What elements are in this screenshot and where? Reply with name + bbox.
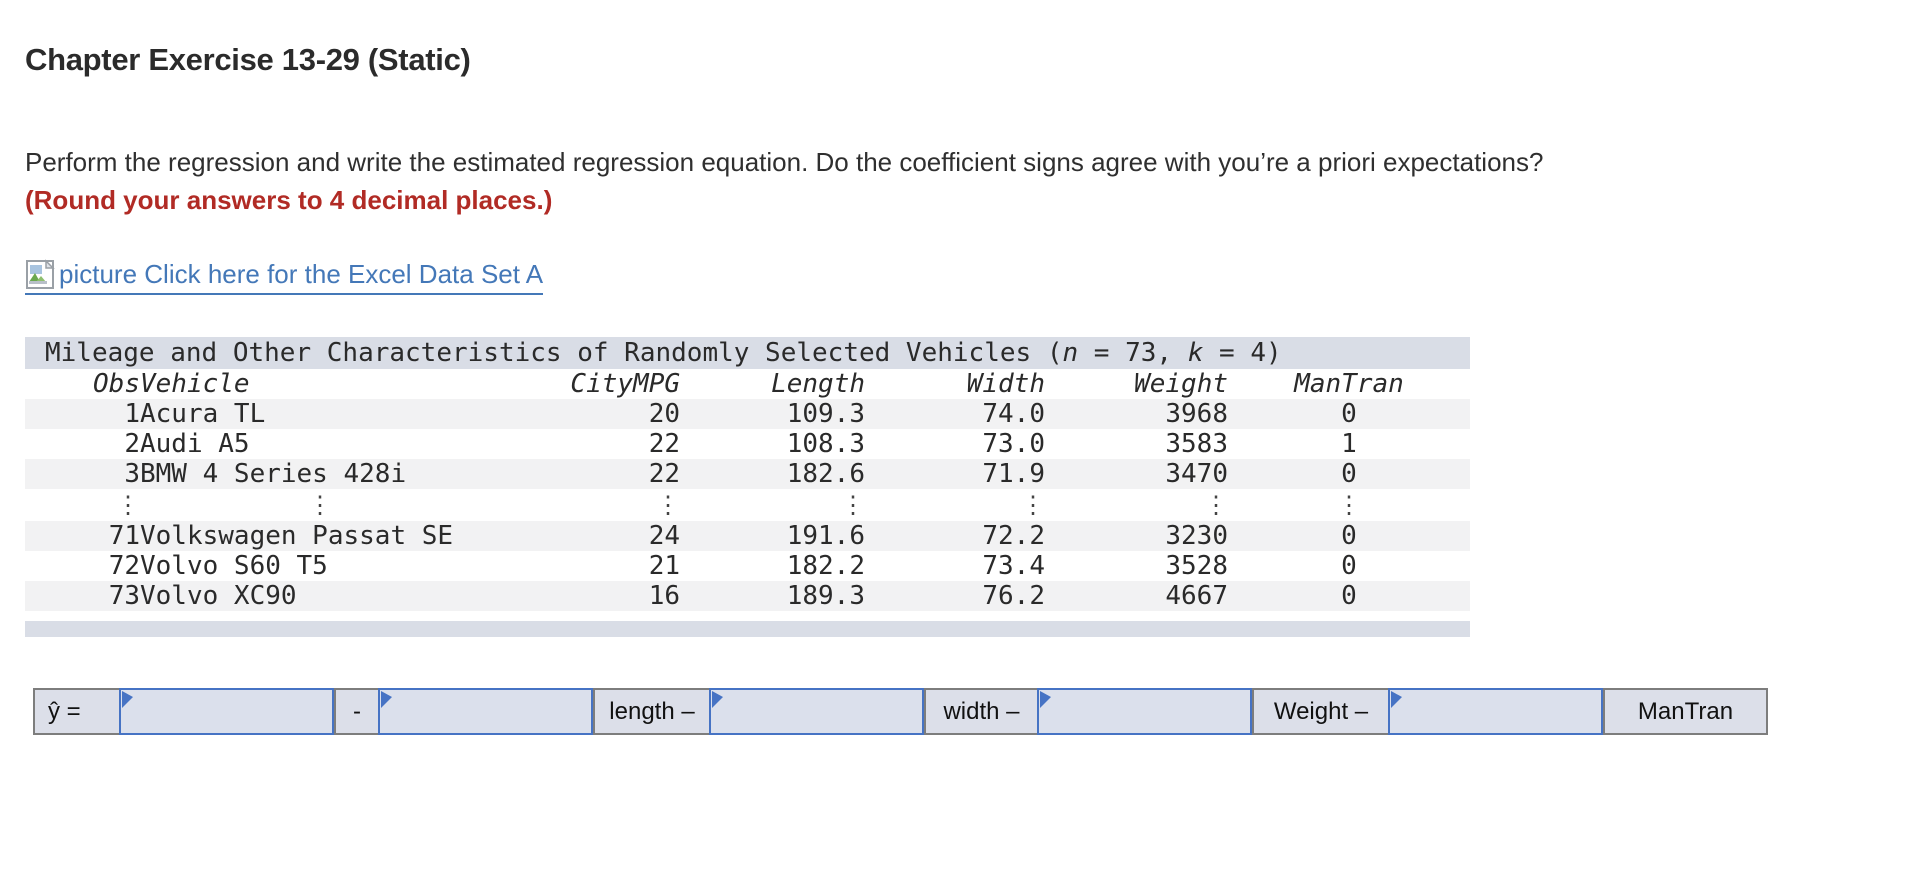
cell-weight: 3470 [1045,459,1228,489]
mantran-coefficient-input[interactable] [1390,690,1601,733]
table-row: 1 Acura TL 20 109.3 74.0 3968 0 [25,399,1470,429]
weight-coefficient-input[interactable] [1039,690,1250,733]
cell-length: 108.3 [786,429,865,459]
equation-lhs-label: ŷ = [33,688,121,735]
col-header-weight: Weight [1134,369,1228,399]
width-term-label: width – [924,688,1039,735]
weight-term-label: Weight – [1252,688,1390,735]
cell-mantran: 1 [1341,429,1357,459]
cell-citympg: 16 [500,581,680,611]
vehicles-data-table: Mileage and Other Characteristics of Ran… [25,337,1470,637]
cell-width: 76.2 [865,581,1045,611]
cell-mantran: 0 [1228,521,1470,551]
cell-vehicle: Volvo XC90 [140,581,500,611]
cell-vehicle: Audi A5 [140,429,250,459]
width-coefficient-input[interactable] [711,690,922,733]
ellipsis-row: ⋮ ⋮ ⋮ ⋮ ⋮ ⋮ ⋮ [25,489,1470,521]
cell-weight: 4667 [1045,581,1228,611]
cell-obs: 3 [25,459,140,489]
width-coefficient-input-cell [709,688,924,735]
excel-link-label: picture Click here for the Excel Data Se… [59,259,544,289]
cell-obs: 72 [108,551,140,581]
cell-width: 73.4 [982,551,1045,581]
cell-length: 109.3 [680,399,865,429]
mantran-term-label: ManTran [1603,688,1768,735]
cell-citympg: 20 [500,399,680,429]
cell-mantran: 0 [1228,581,1470,611]
regression-equation-row: ŷ = - length – width – Weight – ManTran [33,688,1768,735]
cell-citympg: 24 [500,521,680,551]
table-row: 72 Volvo S60 T5 21 182.2 73.4 3528 0 [25,551,1470,581]
col-header-mantran: ManTran [1294,369,1404,399]
table-row: 2 Audi A5 22 108.3 73.0 3583 1 [25,429,1470,459]
cell-obs: 2 [124,429,140,459]
cell-weight: 3583 [1165,429,1228,459]
col-header-citympg: CityMPG [570,369,680,399]
ellipsis: ⋮ [1337,491,1361,519]
page-title: Chapter Exercise 13-29 (Static) [25,42,471,77]
table-header-row: Obs Vehicle CityMPG Length Width Weight … [25,369,1470,399]
cell-citympg: 22 [648,429,680,459]
table-row: 71 Volkswagen Passat SE 24 191.6 72.2 32… [25,521,1470,551]
cell-obs: 71 [25,521,140,551]
cell-weight: 3230 [1045,521,1228,551]
cell-length: 182.2 [786,551,865,581]
mantran-coefficient-input-cell [1388,688,1603,735]
cell-obs: 1 [25,399,140,429]
cell-mantran: 0 [1228,459,1470,489]
table-row: 3 BMW 4 Series 428i 22 182.6 71.9 3470 0 [25,459,1470,489]
intercept-input-cell [119,688,334,735]
col-header-width: Width [966,369,1045,399]
table-title-bar: Mileage and Other Characteristics of Ran… [25,337,1470,369]
cell-length: 191.6 [680,521,865,551]
cell-length: 182.6 [680,459,865,489]
col-header-length: Length [771,369,865,399]
broken-image-icon [25,258,57,290]
table-row: 73 Volvo XC90 16 189.3 76.2 4667 0 [25,581,1470,611]
cell-citympg: 21 [648,551,680,581]
table-footer-bar [25,621,1470,637]
minus-operator-label: - [334,688,380,735]
weight-coefficient-input-cell [1037,688,1252,735]
question-text: Perform the regression and write the est… [25,147,1544,177]
ellipsis: ⋮ [116,491,140,519]
cell-width: 73.0 [982,429,1045,459]
cell-citympg: 22 [500,459,680,489]
cell-vehicle: Volvo S60 T5 [140,551,328,581]
col-header-obs: Obs [93,369,140,399]
cell-width: 74.0 [865,399,1045,429]
length-term-label: length – [593,688,711,735]
cell-obs: 73 [25,581,140,611]
ellipsis: ⋮ [841,491,865,519]
rounding-instruction: (Round your answers to 4 decimal places.… [25,185,553,215]
cell-vehicle: BMW 4 Series 428i [140,459,500,489]
cell-mantran: 0 [1228,399,1470,429]
cell-length: 189.3 [680,581,865,611]
excel-dataset-link[interactable]: picture Click here for the Excel Data Se… [25,258,544,295]
ellipsis: ⋮ [1204,491,1228,519]
cell-mantran: 0 [1341,551,1357,581]
ellipsis: ⋮ [656,491,680,519]
length-coefficient-input[interactable] [380,690,591,733]
ellipsis: ⋮ [308,491,332,519]
cell-vehicle: Volkswagen Passat SE [140,521,500,551]
ellipsis: ⋮ [1021,491,1045,519]
cell-vehicle: Acura TL [140,399,500,429]
cell-width: 72.2 [865,521,1045,551]
cell-width: 71.9 [865,459,1045,489]
col-header-vehicle: Vehicle [140,369,250,399]
cell-weight: 3528 [1165,551,1228,581]
cell-weight: 3968 [1045,399,1228,429]
length-coefficient-input-cell [378,688,593,735]
intercept-input[interactable] [121,690,332,733]
